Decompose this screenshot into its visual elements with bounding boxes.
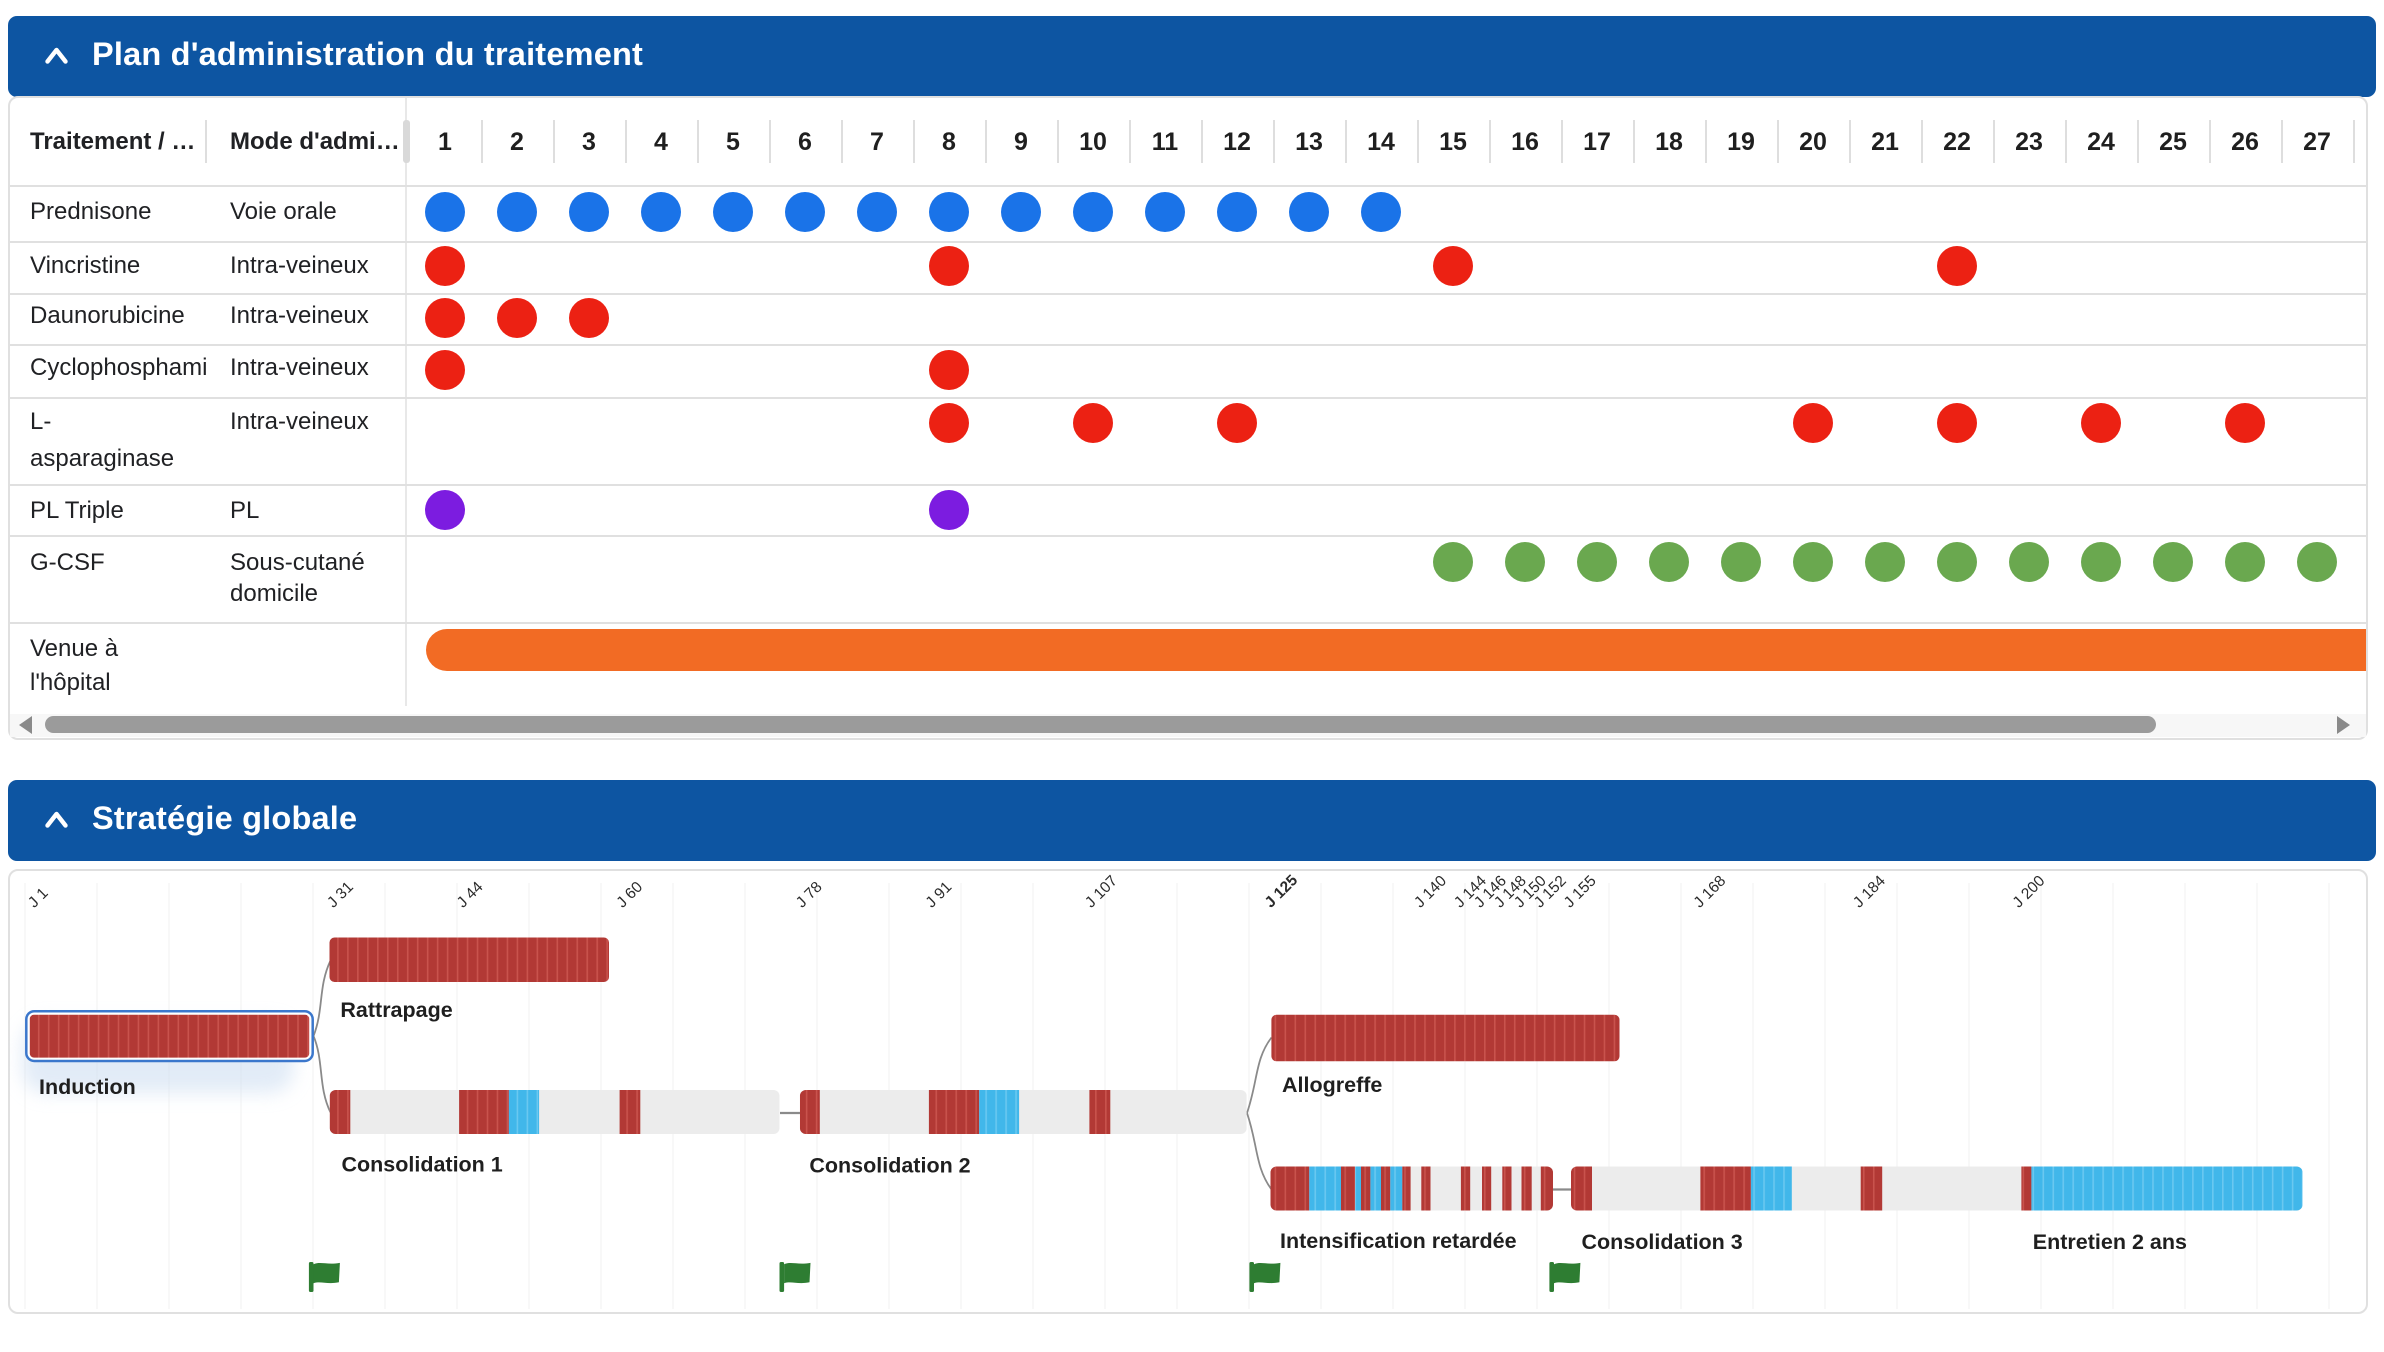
svg-text:Consolidation 1: Consolidation 1 <box>342 1153 503 1177</box>
svg-text:J 168: J 168 <box>1691 872 1730 911</box>
svg-text:J 155: J 155 <box>1561 872 1600 911</box>
svg-text:J 184: J 184 <box>1850 872 1889 911</box>
svg-text:J 107: J 107 <box>1082 872 1121 911</box>
svg-text:Consolidation 2: Consolidation 2 <box>809 1154 970 1178</box>
svg-text:Allogreffe: Allogreffe <box>1282 1073 1382 1097</box>
svg-text:Rattrapage: Rattrapage <box>340 998 452 1022</box>
svg-text:Intensification retardée: Intensification retardée <box>1280 1229 1517 1253</box>
svg-text:J 60: J 60 <box>613 878 646 911</box>
svg-text:J 125: J 125 <box>1262 872 1302 912</box>
svg-text:Consolidation 3: Consolidation 3 <box>1582 1230 1743 1254</box>
svg-text:J 78: J 78 <box>793 879 826 912</box>
svg-text:J 140: J 140 <box>1411 872 1450 911</box>
svg-text:J 91: J 91 <box>923 879 956 912</box>
svg-text:J 31: J 31 <box>324 879 357 912</box>
svg-text:Induction: Induction <box>39 1075 136 1099</box>
svg-text:J 1: J 1 <box>25 885 52 912</box>
svg-text:J 44: J 44 <box>454 878 487 911</box>
svg-text:J 200: J 200 <box>2010 872 2049 911</box>
svg-text:Entretien 2 ans: Entretien 2 ans <box>2033 1230 2187 1254</box>
